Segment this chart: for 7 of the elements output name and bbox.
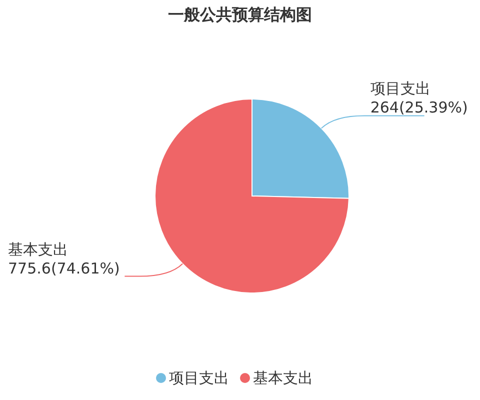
legend-label: 项目支出 — [169, 369, 229, 387]
slice-label: 基本支出 — [8, 240, 68, 258]
data-label: 264(25.39%) — [370, 98, 468, 117]
data-label: 775.6(74.61%) — [8, 259, 120, 278]
slice-label: 项目支出 — [370, 80, 430, 98]
chart-title: 一般公共预算结构图 — [168, 5, 312, 24]
legend-label: 基本支出 — [253, 369, 313, 387]
